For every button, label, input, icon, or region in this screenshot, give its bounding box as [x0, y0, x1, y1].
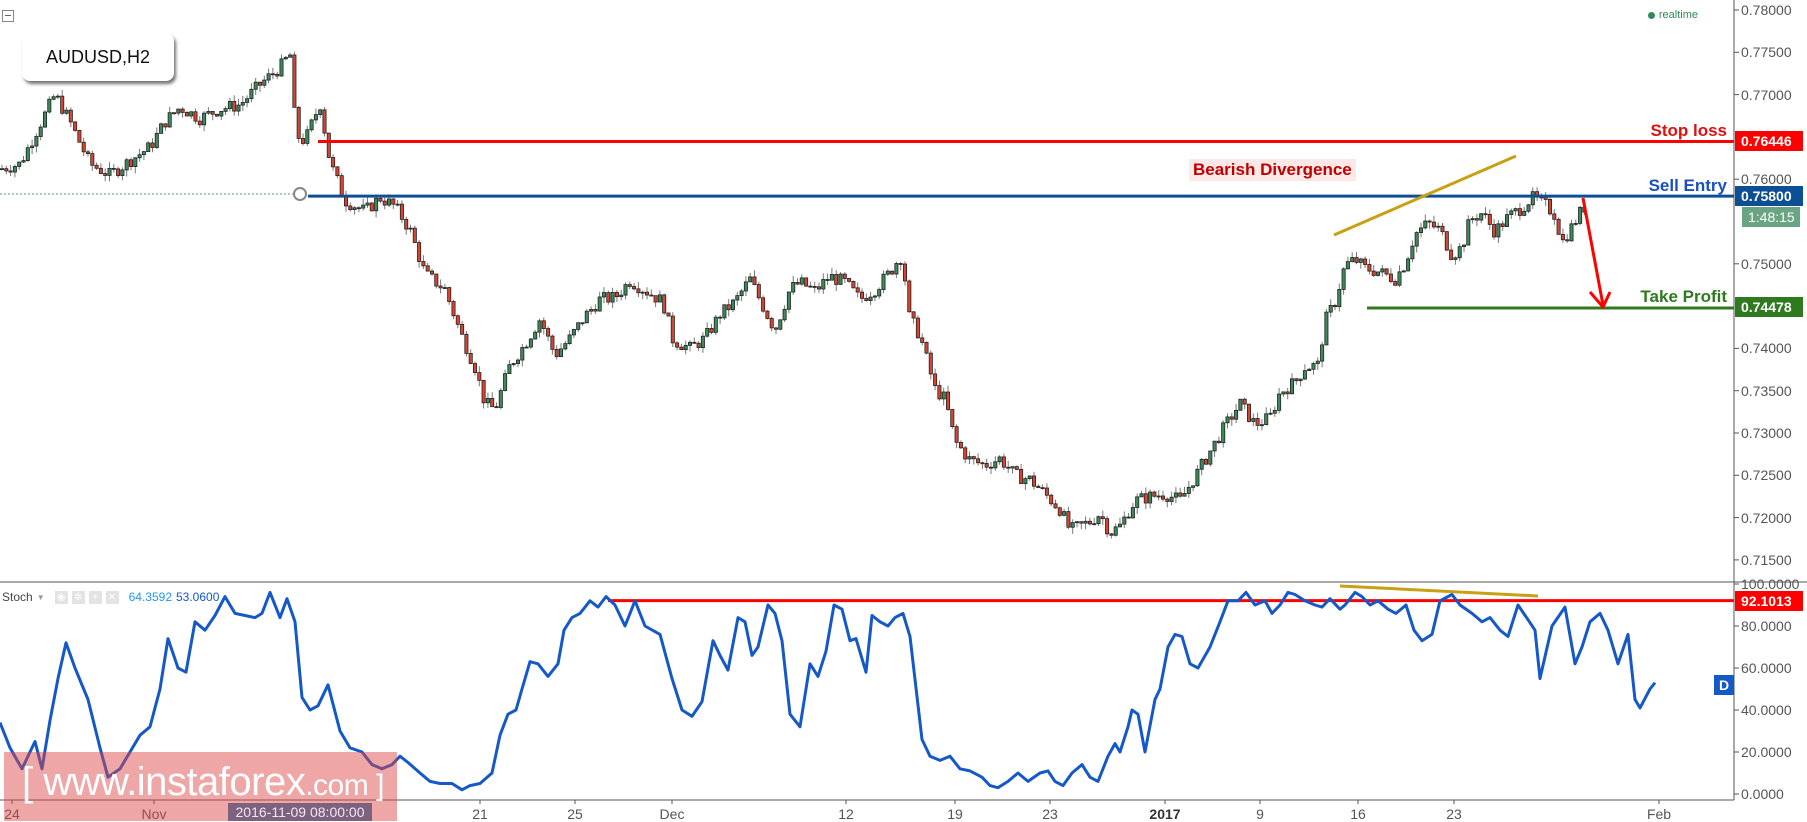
countdown-tag: 1:48:15	[1742, 207, 1800, 227]
anchor-circle-marker[interactable]	[293, 187, 307, 201]
stoch-tick-label: 80.0000	[1741, 618, 1792, 634]
time-tick-label: 9	[1256, 806, 1264, 822]
watermark-text: [ www.instaforex.com ]	[22, 760, 384, 805]
stoch-tick-label: 60.0000	[1741, 660, 1792, 676]
chevron-down-icon[interactable]: ▼	[36, 592, 45, 602]
sell-entry-price-tag: 0.75800	[1735, 186, 1803, 206]
take-profit-label: Take Profit	[1640, 287, 1727, 306]
time-tick-label: Feb	[1646, 806, 1672, 822]
realtime-dot-icon	[1647, 11, 1655, 19]
stoch-d-badge[interactable]: D	[1714, 675, 1734, 695]
time-tick-label: 24	[4, 806, 20, 822]
stoch-name[interactable]: Stoch	[2, 590, 33, 604]
stoch-tick-label: 40.0000	[1741, 702, 1792, 718]
collapse-panel-button[interactable]	[2, 10, 14, 22]
time-tick-label: 16	[1350, 806, 1366, 822]
time-axis-ticks	[11, 800, 1660, 804]
watermark-suffix: .com ]	[305, 769, 384, 802]
price-tick-label: 0.71500	[1741, 551, 1792, 568]
stoch-divergence-line[interactable]	[1339, 584, 1539, 598]
arrow-down-icon	[1581, 197, 1612, 310]
price-divergence-line[interactable]	[1333, 154, 1517, 237]
stoch-legend: Stoch ▼ ◉ ✲ + ✕ 64.3592 53.0600	[2, 590, 219, 604]
stoch-d-value: 53.0600	[176, 590, 220, 604]
time-tick-label: 23	[1042, 806, 1058, 822]
time-tick-label: 12	[838, 806, 854, 822]
stoch-level-tag: 92.1013	[1735, 591, 1803, 611]
price-tick-label: 0.73000	[1741, 425, 1792, 441]
price-tick-label: 0.78000	[1741, 2, 1792, 18]
stoch-tick-label: 100.0000	[1741, 576, 1800, 592]
price-tick-label: 0.76000	[1741, 171, 1792, 188]
price-tick-label: 0.77000	[1741, 86, 1792, 103]
realtime-indicator: realtime	[1647, 9, 1698, 21]
price-tick-label: 0.77500	[1741, 44, 1792, 61]
time-tick-label: Nov	[141, 806, 167, 822]
time-tick-label: 19	[947, 806, 963, 822]
price-axis-ticks	[1734, 9, 1739, 795]
watermark-prefix: [ www.instaforex	[22, 760, 306, 804]
time-tick-label: 25	[567, 806, 583, 822]
take-profit-price-tag: 0.74478	[1735, 297, 1803, 317]
candlestick-series	[0, 51, 1587, 539]
time-tick-label: Dec	[659, 806, 685, 822]
time-tick-label: 23	[1446, 806, 1462, 822]
eye-icon[interactable]: ◉	[54, 590, 68, 604]
stoch-line	[0, 590, 1657, 792]
gear-icon[interactable]: ✲	[71, 590, 85, 604]
price-tick-label: 0.75000	[1741, 255, 1792, 272]
bearish-divergence-label: Bearish Divergence	[1189, 159, 1356, 181]
stop-loss-label: Stop loss	[1650, 121, 1727, 140]
price-tick-label: 0.73500	[1741, 382, 1792, 399]
time-tick-label: 21	[472, 806, 488, 822]
realtime-text: realtime	[1658, 9, 1698, 21]
stop-loss-price-tag: 0.76446	[1735, 131, 1803, 151]
symbol-text: AUDUSD,H2	[45, 46, 151, 67]
stoch-tick-label: 0.0000	[1741, 786, 1784, 802]
price-tick-label: 0.72000	[1741, 509, 1792, 526]
sell-entry-label: Sell Entry	[1648, 176, 1727, 195]
stoch-k-value: 64.3592	[128, 590, 172, 604]
plus-icon[interactable]: +	[88, 590, 102, 604]
crosshair-date-label: 2016-11-09 08:00:00	[228, 803, 372, 821]
price-tick-label: 0.72500	[1741, 467, 1792, 484]
time-tick-label: 2017	[1149, 806, 1181, 822]
close-icon[interactable]: ✕	[105, 590, 119, 604]
symbol-label: AUDUSD,H2	[22, 33, 174, 81]
price-tick-label: 0.74000	[1741, 340, 1792, 357]
stoch-tick-label: 20.0000	[1741, 744, 1792, 760]
